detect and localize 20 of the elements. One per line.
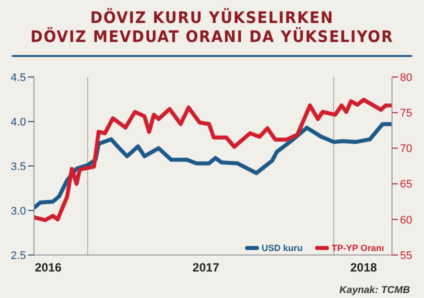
legend-label: USD kuru [260, 243, 303, 253]
y2-tick-label: 65 [400, 178, 412, 191]
y-tick-label: 2.5 [10, 250, 26, 262]
y-tick-label: 3.5 [10, 160, 26, 173]
y2-tick-label: 75 [400, 108, 412, 120]
y2-tick-label: 55 [400, 250, 412, 262]
line-series [34, 122, 392, 210]
y2-tick-label: 60 [400, 214, 412, 226]
x-tick-label: 2017 [192, 260, 220, 275]
legend-label: TP-YP Oranı [330, 243, 384, 253]
y2-tick-label: 80 [400, 72, 412, 84]
y-tick-label: 4.0 [10, 116, 26, 128]
x-tick-label: 2016 [34, 260, 62, 275]
y2-tick-label: 70 [400, 143, 412, 156]
x-tick-label: 2018 [350, 260, 378, 275]
text: Kaynak: TCMB [339, 285, 410, 296]
chart-title: DÖVIZ KURU YÜKSELIRKEN DÖVIZ MEVDUAT ORANI DA YÜKSELIYOR [29, 8, 394, 46]
line-series [34, 98, 392, 222]
y-tick-label: 3.0 [10, 205, 26, 218]
y-tick-label: 4.5 [10, 72, 26, 84]
